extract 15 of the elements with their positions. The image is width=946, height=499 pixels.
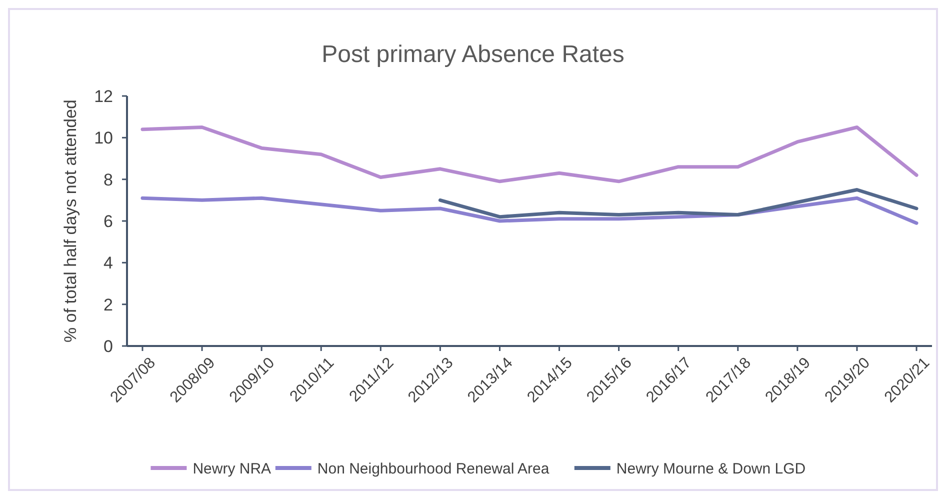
legend-label: Non Neighbourhood Renewal Area — [317, 460, 550, 478]
line-series — [140, 126, 918, 184]
y-tick-label: 0 — [104, 336, 113, 356]
y-tick-label: 8 — [104, 170, 113, 190]
y-tick-label: 6 — [104, 212, 113, 231]
chart-title: Post primary Absence Rates — [322, 41, 624, 68]
y-tick-label: 4 — [104, 254, 113, 273]
y-tick-label: 12 — [94, 86, 113, 106]
legend-label: Newry Mourne & Down LGD — [616, 460, 806, 478]
legend-label: Newry NRA — [192, 460, 272, 478]
y-tick-label: 10 — [94, 128, 113, 148]
line-series — [140, 196, 918, 225]
y-axis-title: % of total half days not attended — [61, 100, 80, 342]
line-series — [438, 188, 918, 219]
y-tick-label: 2 — [104, 295, 113, 314]
